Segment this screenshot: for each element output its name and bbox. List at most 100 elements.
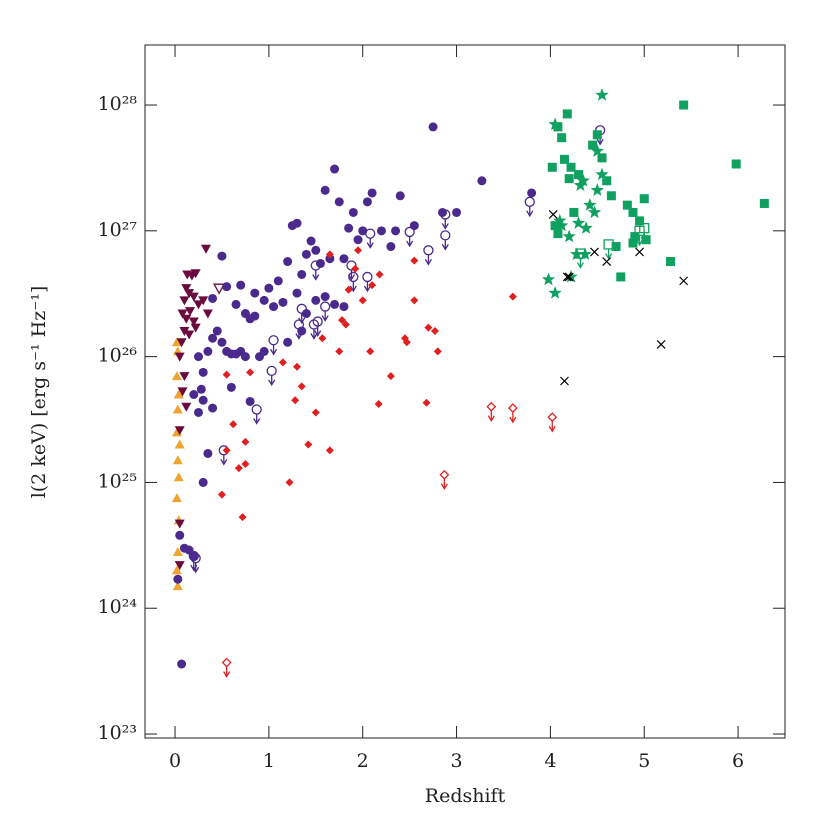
data-point: [391, 226, 401, 236]
diamond: [368, 281, 377, 290]
square: [547, 162, 557, 172]
circle: [311, 245, 321, 255]
circle: [306, 236, 316, 246]
square: [553, 229, 563, 239]
circle: [208, 403, 218, 413]
data-point: [171, 371, 182, 381]
data-point: [259, 346, 269, 356]
circle: [283, 337, 293, 347]
data-point: [339, 254, 349, 264]
data-point: [212, 326, 222, 336]
star: [541, 272, 556, 286]
star: [595, 167, 609, 181]
circle: [250, 288, 260, 298]
triangle: [171, 493, 182, 503]
square: [639, 194, 649, 204]
data-point: [283, 337, 293, 347]
cross: [590, 247, 599, 257]
circle: [362, 271, 373, 283]
data-point: [198, 477, 208, 487]
diamond: [508, 292, 517, 301]
data-point: [603, 239, 614, 260]
data-point: [338, 316, 347, 325]
triangle: [213, 283, 226, 295]
diamond: [424, 323, 433, 332]
data-point: [184, 330, 195, 340]
data-point: [311, 245, 321, 255]
data-point: [428, 122, 438, 132]
data-point: [325, 250, 334, 259]
circle: [362, 197, 372, 207]
data-point: [639, 223, 650, 244]
data-point: [217, 251, 227, 261]
data-point: [386, 242, 396, 252]
data-point: [278, 358, 287, 367]
diamond: [293, 362, 302, 371]
diamond: [351, 264, 360, 273]
circle: [524, 196, 535, 207]
triangle: [173, 472, 184, 482]
data-point: [208, 333, 218, 343]
data-point: [188, 292, 199, 302]
star: [583, 198, 597, 211]
triangle: [177, 387, 188, 397]
diamond: [547, 412, 558, 423]
diamond: [222, 370, 231, 379]
limit-arrow-head: [347, 274, 356, 281]
y-tick-label: 10²⁵: [98, 470, 137, 492]
cross: [656, 340, 666, 349]
data-point: [595, 167, 609, 181]
data-point: [222, 370, 231, 379]
data-point: [616, 272, 626, 282]
circle: [269, 302, 279, 312]
circle: [404, 226, 415, 238]
diamond: [335, 347, 344, 356]
y-tick-label: 10²⁶: [98, 345, 138, 367]
y-tick-label: 10²⁸: [98, 93, 138, 115]
data-point: [548, 210, 558, 219]
data-point: [590, 183, 604, 196]
diamond: [374, 400, 383, 409]
limit-arrow-head: [487, 415, 495, 422]
limit-arrow-head: [640, 236, 648, 244]
data-point: [562, 272, 572, 282]
data-point: [226, 382, 236, 392]
square: [611, 242, 621, 252]
square: [559, 154, 569, 164]
limit-arrow-head: [270, 348, 278, 356]
data-point: [566, 162, 576, 172]
diamond: [222, 446, 231, 455]
circle: [240, 309, 250, 319]
limit-arrow-head: [548, 425, 556, 433]
data-point: [306, 236, 316, 246]
triangle: [193, 300, 204, 310]
circle: [259, 295, 269, 305]
data-point: [304, 440, 313, 449]
data-point: [236, 280, 246, 290]
data-point: [172, 455, 183, 465]
square: [592, 130, 602, 140]
x-tick-label: 3: [451, 750, 463, 772]
triangle: [171, 371, 182, 381]
data-point: [507, 403, 518, 424]
diamond: [325, 446, 334, 455]
circle: [395, 191, 405, 201]
x-tick-label: 1: [263, 750, 275, 772]
diamond: [354, 246, 363, 255]
data-point: [171, 337, 182, 347]
data-point: [564, 272, 574, 282]
data-point: [375, 270, 384, 279]
data-point: [553, 213, 567, 227]
data-point: [424, 323, 433, 332]
data-point: [320, 185, 330, 195]
data-point: [560, 376, 569, 386]
data-point: [524, 196, 535, 218]
star: [564, 269, 578, 283]
circle: [198, 477, 208, 487]
limit-arrow-head: [363, 285, 371, 293]
data-point: [172, 581, 183, 591]
data-point: [555, 218, 569, 232]
cross: [679, 276, 689, 286]
square: [602, 176, 612, 186]
data-point: [198, 367, 208, 377]
